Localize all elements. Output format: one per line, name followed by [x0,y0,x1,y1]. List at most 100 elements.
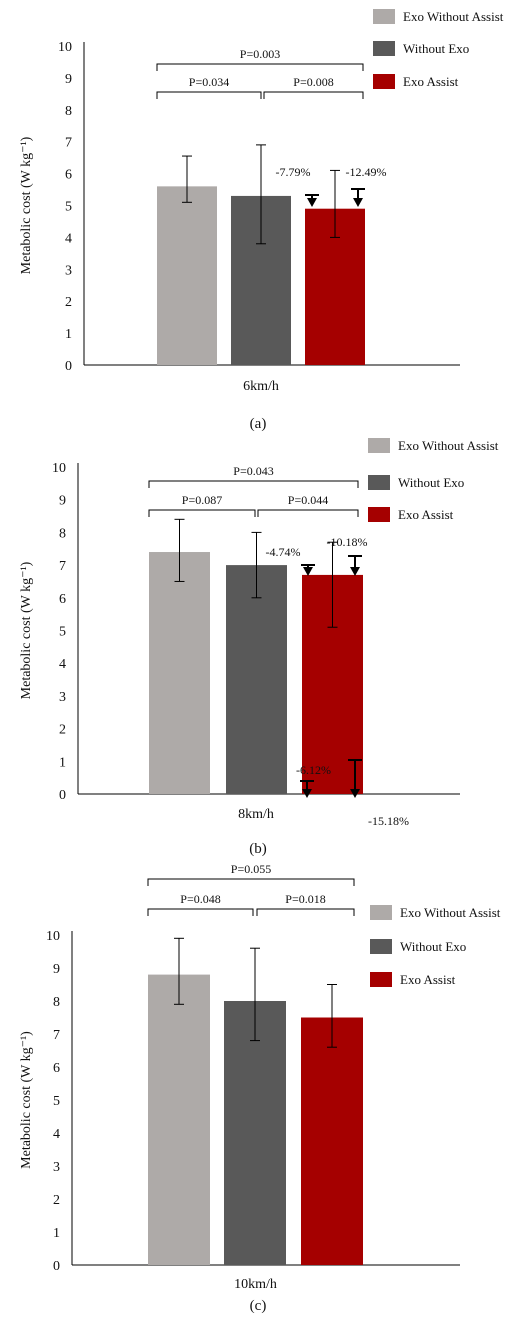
y-axis-label: Metabolic cost (W kg⁻¹) [19,136,34,274]
y-tick-label: 10 [52,461,66,476]
y-tick-label: 0 [59,788,66,803]
y-tick-label: 5 [59,625,66,640]
reduction-arrow-1-head [307,198,317,207]
reduction-arrow-2-head [350,567,360,576]
legend-label: Without Exo [403,41,469,56]
y-tick-label: 3 [65,263,72,278]
y-tick-label: 7 [65,136,72,151]
y-tick-label: 10 [58,40,72,55]
p-value-3-bracket [147,878,355,886]
y-tick-label: 1 [53,1226,60,1241]
y-tick-label: 9 [59,494,66,509]
p-value-3-label: P=0.043 [233,464,273,478]
p-value-1-bracket [147,908,254,916]
p-value-1-bracket [148,509,256,517]
reduction-arrow-1-head [302,789,312,798]
y-tick-label: 1 [59,755,66,770]
y-tick-label: 0 [53,1259,60,1274]
y-tick-label: 6 [65,168,72,183]
bar [148,974,210,1265]
p-value-3-label: P=0.003 [240,47,280,61]
p-value-3-bracket [148,480,359,488]
p-value-2-bracket [257,509,359,517]
p-value-1-label: P=0.034 [189,75,229,89]
reduction-label: -12.49% [346,165,387,179]
p-value-2-bracket [256,908,355,916]
y-tick-label: 2 [59,723,66,738]
y-tick-label: 9 [53,962,60,977]
legend-swatch [373,74,395,89]
reduction-arrow-1-head [303,567,313,576]
bar [226,565,287,794]
y-tick-label: 5 [65,200,72,215]
reduction-label: -15.18% [368,814,409,828]
x-axis-label: 8km/h [238,807,274,822]
y-tick-label: 3 [53,1160,60,1175]
y-tick-label: 5 [53,1094,60,1109]
p-value-1-bracket [156,91,262,99]
reduction-label: -6.12% [296,763,331,777]
reduction-label: -4.74% [266,545,301,559]
legend-label: Exo Assist [403,74,459,89]
y-tick-label: 4 [65,231,72,246]
y-tick-label: 0 [65,359,72,374]
legend-label: Exo Assist [400,972,456,987]
legend-label: Without Exo [398,475,464,490]
legend-label: Exo Without Assist [403,9,504,24]
chart-panel-2: 0 1 2 3 4 5 6 7 8 9 10 Metabolic cost (W kg⁻¹) P=0.0… [19,438,499,857]
reduction-label: -7.79% [276,165,311,179]
y-tick-label: 6 [53,1061,60,1076]
y-tick-label: 8 [59,526,66,541]
bar [224,1001,286,1265]
reduction-label: -10.18% [327,535,368,549]
panel-caption: (a) [250,416,267,432]
y-tick-label: 7 [59,559,66,574]
bar [157,186,217,365]
y-tick-label: 1 [65,327,72,342]
y-tick-label: 2 [65,295,72,310]
y-tick-label: 3 [59,690,66,705]
y-tick-label: 6 [59,592,66,607]
reduction-arrow-2-head [350,789,360,798]
legend-label: Exo Without Assist [400,905,501,920]
panel-caption: (b) [249,841,267,857]
legend-swatch [370,905,392,920]
p-value-2-label: P=0.008 [293,75,333,89]
p-value-1-label: P=0.087 [182,493,222,507]
x-axis-label: 6km/h [243,379,279,394]
legend-swatch [368,507,390,522]
legend-swatch [368,438,390,453]
y-tick-label: 8 [53,995,60,1010]
panel-caption: (c) [250,1298,267,1314]
chart-panel-1: 0 1 2 3 4 5 6 7 8 9 10 Metabolic cost (W kg⁻¹) P=0.0… [19,9,504,432]
y-tick-label: 4 [59,657,66,672]
y-tick-label: 8 [65,104,72,119]
legend-swatch [373,9,395,24]
x-axis-label: 10km/h [234,1277,277,1292]
y-tick-label: 4 [53,1127,60,1142]
legend-label: Exo Without Assist [398,438,499,453]
reduction-arrow-2-head [353,198,363,207]
legend-swatch [370,939,392,954]
y-axis-label: Metabolic cost (W kg⁻¹) [19,1031,34,1169]
p-value-3-bracket [156,63,364,71]
legend-label: Without Exo [400,939,466,954]
p-value-2-bracket [263,91,364,99]
y-tick-label: 9 [65,72,72,87]
y-tick-label: 10 [46,929,60,944]
chart-panel-3: 0 1 2 3 4 5 6 7 8 9 10 Metabolic cost (W kg⁻¹) P=0.0… [19,759,501,1314]
y-axis-label: Metabolic cost (W kg⁻¹) [19,561,34,699]
p-value-3-label: P=0.055 [231,862,271,876]
p-value-2-label: P=0.044 [288,493,328,507]
p-value-1-label: P=0.048 [180,892,220,906]
y-tick-label: 7 [53,1028,60,1043]
legend-swatch [370,972,392,987]
p-value-2-label: P=0.018 [285,892,325,906]
y-tick-label: 2 [53,1193,60,1208]
bar [149,552,210,794]
legend-swatch [373,41,395,56]
bar [301,1017,363,1265]
legend-swatch [368,475,390,490]
legend-label: Exo Assist [398,507,454,522]
